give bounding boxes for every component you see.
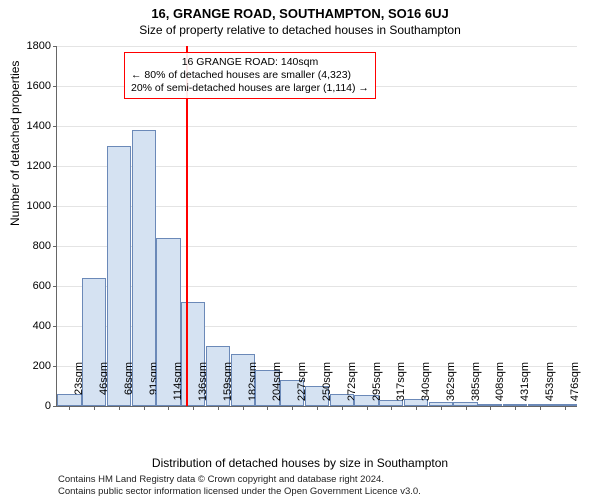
x-axis-label: Distribution of detached houses by size … bbox=[0, 456, 600, 470]
y-tick-mark bbox=[53, 326, 57, 327]
x-tick-mark bbox=[342, 406, 343, 410]
y-tick-label: 200 bbox=[11, 360, 51, 372]
chart-container: 16, GRANGE ROAD, SOUTHAMPTON, SO16 6UJ S… bbox=[0, 0, 600, 500]
x-tick-mark bbox=[144, 406, 145, 410]
y-tick-label: 1000 bbox=[11, 200, 51, 212]
y-tick-mark bbox=[53, 246, 57, 247]
x-tick-mark bbox=[367, 406, 368, 410]
x-tick-mark bbox=[391, 406, 392, 410]
gridline bbox=[57, 126, 577, 127]
page-subtitle: Size of property relative to detached ho… bbox=[0, 21, 600, 37]
footer-line-1: Contains HM Land Registry data © Crown c… bbox=[58, 474, 421, 485]
y-tick-mark bbox=[53, 46, 57, 47]
x-tick-mark bbox=[267, 406, 268, 410]
x-tick-mark bbox=[466, 406, 467, 410]
x-tick-mark bbox=[243, 406, 244, 410]
y-tick-label: 600 bbox=[11, 280, 51, 292]
annotation-line-1: 16 GRANGE ROAD: 140sqm bbox=[131, 56, 369, 69]
y-tick-mark bbox=[53, 406, 57, 407]
x-tick-mark bbox=[515, 406, 516, 410]
y-tick-label: 1600 bbox=[11, 80, 51, 92]
x-tick-mark bbox=[292, 406, 293, 410]
x-tick-mark bbox=[416, 406, 417, 410]
y-tick-mark bbox=[53, 86, 57, 87]
y-tick-mark bbox=[53, 166, 57, 167]
x-tick-mark bbox=[119, 406, 120, 410]
x-tick-label: 476sqm bbox=[569, 362, 581, 412]
page-title: 16, GRANGE ROAD, SOUTHAMPTON, SO16 6UJ bbox=[0, 0, 600, 21]
plot-area: 02004006008001000120014001600180023sqm46… bbox=[56, 46, 577, 407]
x-tick-mark bbox=[218, 406, 219, 410]
y-tick-label: 1400 bbox=[11, 120, 51, 132]
annotation-line-2: ← 80% of detached houses are smaller (4,… bbox=[131, 69, 369, 82]
annotation-box: 16 GRANGE ROAD: 140sqm ← 80% of detached… bbox=[124, 52, 376, 99]
x-tick-mark bbox=[565, 406, 566, 410]
x-tick-mark bbox=[168, 406, 169, 410]
annotation-line-3: 20% of semi-detached houses are larger (… bbox=[131, 82, 369, 95]
footer-attribution: Contains HM Land Registry data © Crown c… bbox=[58, 474, 421, 497]
gridline bbox=[57, 46, 577, 47]
y-tick-label: 800 bbox=[11, 240, 51, 252]
histogram-chart: 02004006008001000120014001600180023sqm46… bbox=[56, 46, 576, 406]
y-tick-mark bbox=[53, 286, 57, 287]
x-tick-mark bbox=[94, 406, 95, 410]
x-tick-mark bbox=[540, 406, 541, 410]
y-tick-mark bbox=[53, 206, 57, 207]
marker-line bbox=[186, 46, 188, 406]
y-tick-mark bbox=[53, 126, 57, 127]
x-tick-mark bbox=[193, 406, 194, 410]
x-tick-mark bbox=[490, 406, 491, 410]
y-tick-label: 1200 bbox=[11, 160, 51, 172]
y-tick-label: 1800 bbox=[11, 40, 51, 52]
footer-line-2: Contains public sector information licen… bbox=[58, 486, 421, 497]
y-tick-label: 400 bbox=[11, 320, 51, 332]
y-tick-mark bbox=[53, 366, 57, 367]
y-tick-label: 0 bbox=[11, 400, 51, 412]
x-tick-mark bbox=[69, 406, 70, 410]
x-tick-mark bbox=[441, 406, 442, 410]
x-tick-mark bbox=[317, 406, 318, 410]
